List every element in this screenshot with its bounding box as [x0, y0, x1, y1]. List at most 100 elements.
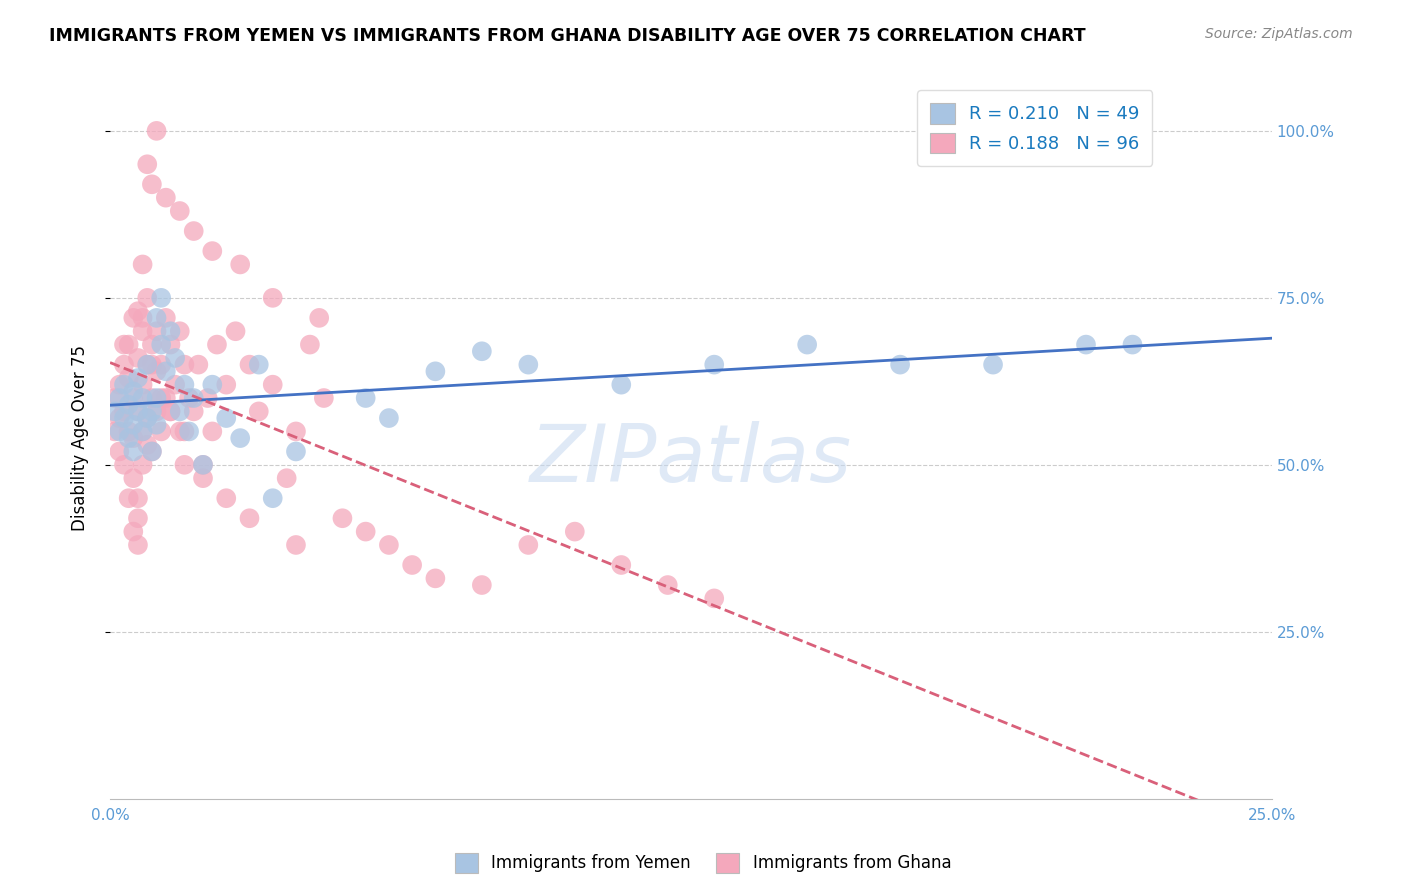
Point — [141, 444, 163, 458]
Point — [127, 404, 149, 418]
Point — [150, 358, 173, 372]
Point — [177, 391, 200, 405]
Point — [122, 444, 145, 458]
Point — [112, 337, 135, 351]
Point — [141, 337, 163, 351]
Point — [610, 558, 633, 572]
Point — [136, 358, 159, 372]
Point — [401, 558, 423, 572]
Point — [471, 578, 494, 592]
Point — [981, 358, 1004, 372]
Point — [141, 178, 163, 192]
Point — [136, 358, 159, 372]
Point — [308, 310, 330, 325]
Point — [285, 538, 308, 552]
Point — [108, 411, 131, 425]
Point — [165, 351, 187, 365]
Point — [141, 404, 163, 418]
Point — [136, 291, 159, 305]
Point — [298, 337, 321, 351]
Point — [285, 444, 308, 458]
Point — [354, 524, 377, 539]
Point — [889, 358, 911, 372]
Point — [564, 524, 586, 539]
Point — [131, 324, 153, 338]
Point — [169, 425, 191, 439]
Point — [145, 391, 167, 405]
Point — [247, 404, 270, 418]
Point — [191, 458, 214, 472]
Point — [136, 157, 159, 171]
Text: Source: ZipAtlas.com: Source: ZipAtlas.com — [1205, 27, 1353, 41]
Point — [127, 371, 149, 385]
Point — [127, 304, 149, 318]
Point — [118, 398, 141, 412]
Point — [155, 191, 177, 205]
Point — [122, 391, 145, 405]
Point — [183, 404, 205, 418]
Point — [118, 491, 141, 506]
Point — [118, 425, 141, 439]
Point — [262, 377, 284, 392]
Point — [122, 524, 145, 539]
Point — [118, 431, 141, 445]
Point — [141, 391, 163, 405]
Point — [127, 351, 149, 365]
Text: ZIPatlas: ZIPatlas — [530, 421, 852, 499]
Point — [425, 364, 447, 378]
Point — [215, 491, 238, 506]
Point — [159, 404, 181, 418]
Point — [108, 391, 131, 405]
Point — [104, 404, 127, 418]
Point — [141, 444, 163, 458]
Point — [127, 491, 149, 506]
Point — [262, 291, 284, 305]
Point — [145, 364, 167, 378]
Point — [131, 310, 153, 325]
Point — [201, 377, 224, 392]
Point — [150, 291, 173, 305]
Point — [159, 324, 181, 338]
Point — [657, 578, 679, 592]
Point — [225, 324, 247, 338]
Point — [215, 377, 238, 392]
Point — [173, 377, 195, 392]
Point — [238, 358, 260, 372]
Point — [150, 425, 173, 439]
Point — [169, 404, 191, 418]
Point — [610, 377, 633, 392]
Point — [238, 511, 260, 525]
Point — [796, 337, 818, 351]
Point — [378, 411, 401, 425]
Point — [173, 425, 195, 439]
Point — [215, 411, 238, 425]
Point — [112, 377, 135, 392]
Point — [191, 458, 214, 472]
Point — [173, 358, 195, 372]
Point — [1121, 337, 1143, 351]
Point — [517, 358, 540, 372]
Point — [136, 411, 159, 425]
Point — [155, 391, 177, 405]
Point — [118, 371, 141, 385]
Point — [312, 391, 335, 405]
Point — [112, 458, 135, 472]
Point — [229, 257, 252, 271]
Point — [201, 425, 224, 439]
Point — [703, 358, 725, 372]
Point — [183, 224, 205, 238]
Point — [122, 384, 145, 399]
Text: IMMIGRANTS FROM YEMEN VS IMMIGRANTS FROM GHANA DISABILITY AGE OVER 75 CORRELATIO: IMMIGRANTS FROM YEMEN VS IMMIGRANTS FROM… — [49, 27, 1085, 45]
Point — [118, 337, 141, 351]
Point — [247, 358, 270, 372]
Point — [136, 411, 159, 425]
Point — [173, 458, 195, 472]
Point — [131, 391, 153, 405]
Point — [112, 358, 135, 372]
Point — [150, 337, 173, 351]
Point — [205, 337, 228, 351]
Point — [183, 391, 205, 405]
Point — [169, 324, 191, 338]
Point — [108, 425, 131, 439]
Point — [141, 358, 163, 372]
